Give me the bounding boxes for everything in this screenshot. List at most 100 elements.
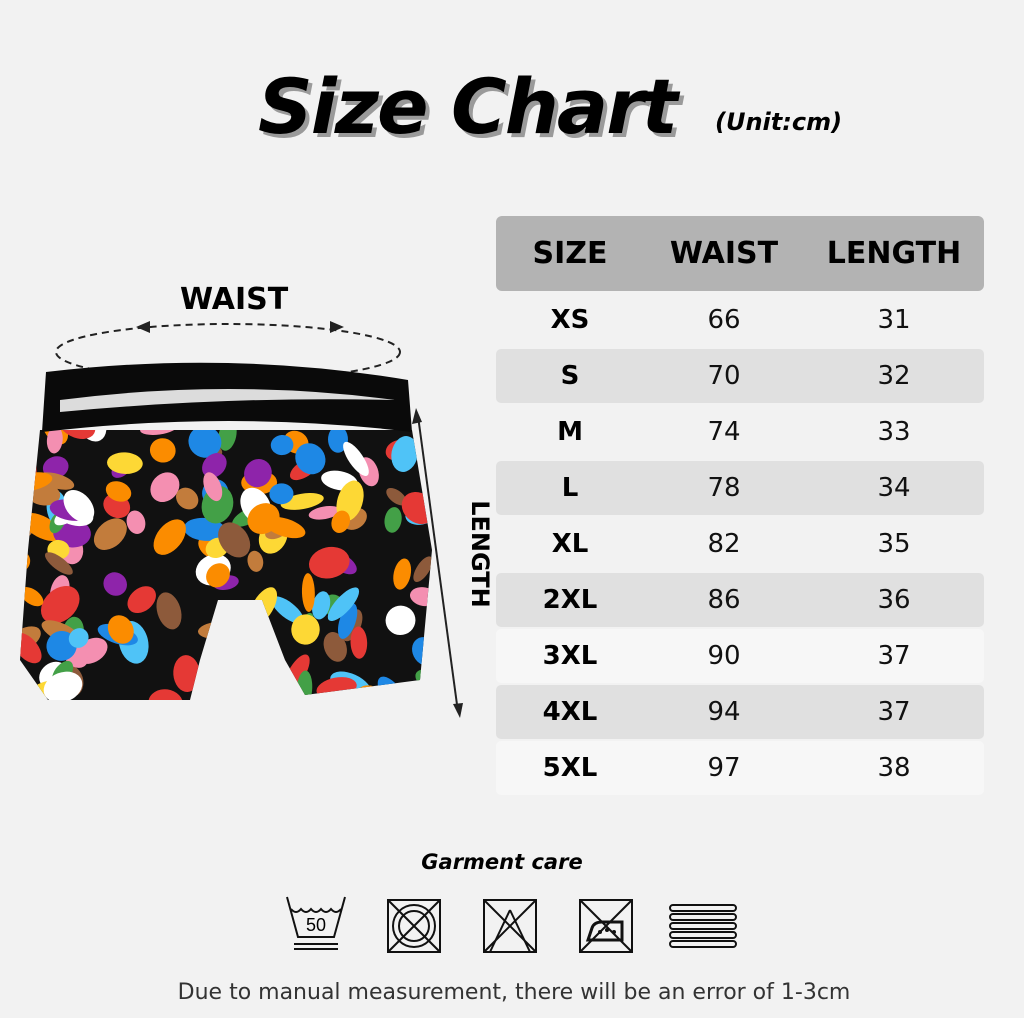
table-row: XS 66 31 xyxy=(496,293,984,347)
cell-size: L xyxy=(561,473,579,503)
table-row: M 74 33 xyxy=(496,405,984,459)
table-header: SIZE WAIST LENGTH xyxy=(496,216,984,291)
pattern-shape xyxy=(247,550,264,572)
cell-waist: 90 xyxy=(707,641,741,671)
pattern-shape xyxy=(384,507,402,533)
cell-waist: 97 xyxy=(707,753,741,783)
cell-length: 37 xyxy=(877,697,911,727)
table-row: 2XL 86 36 xyxy=(496,573,984,627)
pattern-shape xyxy=(153,519,186,555)
cell-size: S xyxy=(560,361,580,391)
cell-length: 33 xyxy=(877,417,911,447)
pattern-shape xyxy=(295,443,326,475)
pattern-shape xyxy=(218,430,237,451)
pattern-shape xyxy=(206,638,235,678)
cell-waist: 94 xyxy=(707,697,741,727)
pattern-shape xyxy=(203,472,223,502)
cell-size: XL xyxy=(551,529,589,559)
cell-length: 31 xyxy=(877,305,911,335)
pattern-shape xyxy=(246,677,273,693)
pattern-shape xyxy=(417,430,432,459)
dry-flat-icon xyxy=(669,904,737,948)
cell-waist: 66 xyxy=(707,305,741,335)
pattern-shape xyxy=(197,685,228,700)
pattern-shape xyxy=(244,459,272,488)
pattern-shape xyxy=(312,591,331,620)
cell-waist: 70 xyxy=(707,361,741,391)
pattern-shape xyxy=(271,596,304,624)
pattern-shape xyxy=(127,586,156,614)
table-row: 3XL 90 37 xyxy=(496,629,984,683)
pattern-shape xyxy=(308,546,350,579)
table-row: XL 82 35 xyxy=(496,517,984,571)
cell-waist: 82 xyxy=(707,529,741,559)
pattern-shape xyxy=(206,563,230,588)
wash-50-icon: 50 xyxy=(286,896,346,950)
waist-label: WAIST xyxy=(180,282,289,317)
size-table: SIZE WAIST LENGTH XS 66 31 S 70 32 M 74 33 L 78 34 X… xyxy=(496,216,984,797)
pattern-shape xyxy=(149,438,176,463)
pattern-shape xyxy=(20,587,44,607)
pattern-shape xyxy=(391,436,418,472)
pattern-shape xyxy=(173,655,200,693)
cell-length: 36 xyxy=(877,585,911,615)
pattern-shape xyxy=(140,430,178,436)
measurement-note: Due to manual measurement, there will be… xyxy=(177,980,851,1005)
pattern-shape xyxy=(301,573,315,612)
pattern-shape xyxy=(350,626,368,659)
pattern-shape xyxy=(420,462,432,481)
table-row: L 78 34 xyxy=(496,461,984,515)
pattern-shape xyxy=(308,505,341,520)
pattern-shape xyxy=(40,585,80,624)
cell-length: 32 xyxy=(877,361,911,391)
pattern-shape xyxy=(176,487,199,510)
pattern-shape xyxy=(291,614,320,645)
cell-length: 35 xyxy=(877,529,911,559)
pattern-shape xyxy=(150,472,180,503)
pattern-shape xyxy=(156,592,182,630)
pattern-shape xyxy=(323,632,347,662)
pattern-shape xyxy=(218,522,251,558)
pattern-shape xyxy=(43,671,83,700)
boxer-shorts-illustration xyxy=(20,321,463,718)
pattern-shape xyxy=(247,503,280,535)
cell-size: 5XL xyxy=(542,753,598,783)
pattern-shape xyxy=(385,605,416,636)
cell-length: 38 xyxy=(877,753,911,783)
waist-arrow-left xyxy=(136,321,150,333)
pattern-shape xyxy=(46,430,63,454)
garment-care-title: Garment care xyxy=(421,850,583,874)
pattern-shape xyxy=(269,483,294,505)
column-header-size: SIZE xyxy=(532,236,608,271)
cell-waist: 74 xyxy=(707,417,741,447)
pattern-shape xyxy=(105,481,132,502)
pattern-shape xyxy=(148,689,183,700)
page-title: Size Chart xyxy=(258,62,678,151)
pattern-shape xyxy=(63,489,95,523)
pattern-shape xyxy=(270,435,294,456)
pattern-shape xyxy=(183,517,226,541)
length-arrow-top xyxy=(412,408,422,424)
table-row: 5XL 97 38 xyxy=(496,741,984,795)
do-not-iron-icon xyxy=(579,899,633,953)
cell-size: 3XL xyxy=(542,641,598,671)
length-arrow-bottom xyxy=(453,703,463,718)
pattern-shape xyxy=(200,678,226,700)
pattern-shape xyxy=(386,487,407,506)
cell-length: 37 xyxy=(877,641,911,671)
pattern-shape xyxy=(327,587,360,622)
pattern-shape xyxy=(126,510,146,535)
pattern-shape xyxy=(93,518,127,550)
pattern-shape xyxy=(343,441,369,476)
pattern-shape xyxy=(20,632,42,664)
unit-label: (Unit:cm) xyxy=(715,108,843,136)
column-header-waist: WAIST xyxy=(669,236,779,271)
pattern-shape xyxy=(107,452,143,474)
pattern-shape xyxy=(328,430,348,453)
pattern-shape xyxy=(197,663,229,679)
pattern-shape xyxy=(68,628,89,648)
pattern-shape xyxy=(393,558,412,590)
cell-size: 2XL xyxy=(542,585,598,615)
pattern-shape xyxy=(188,430,222,458)
pattern-shape xyxy=(57,430,96,439)
